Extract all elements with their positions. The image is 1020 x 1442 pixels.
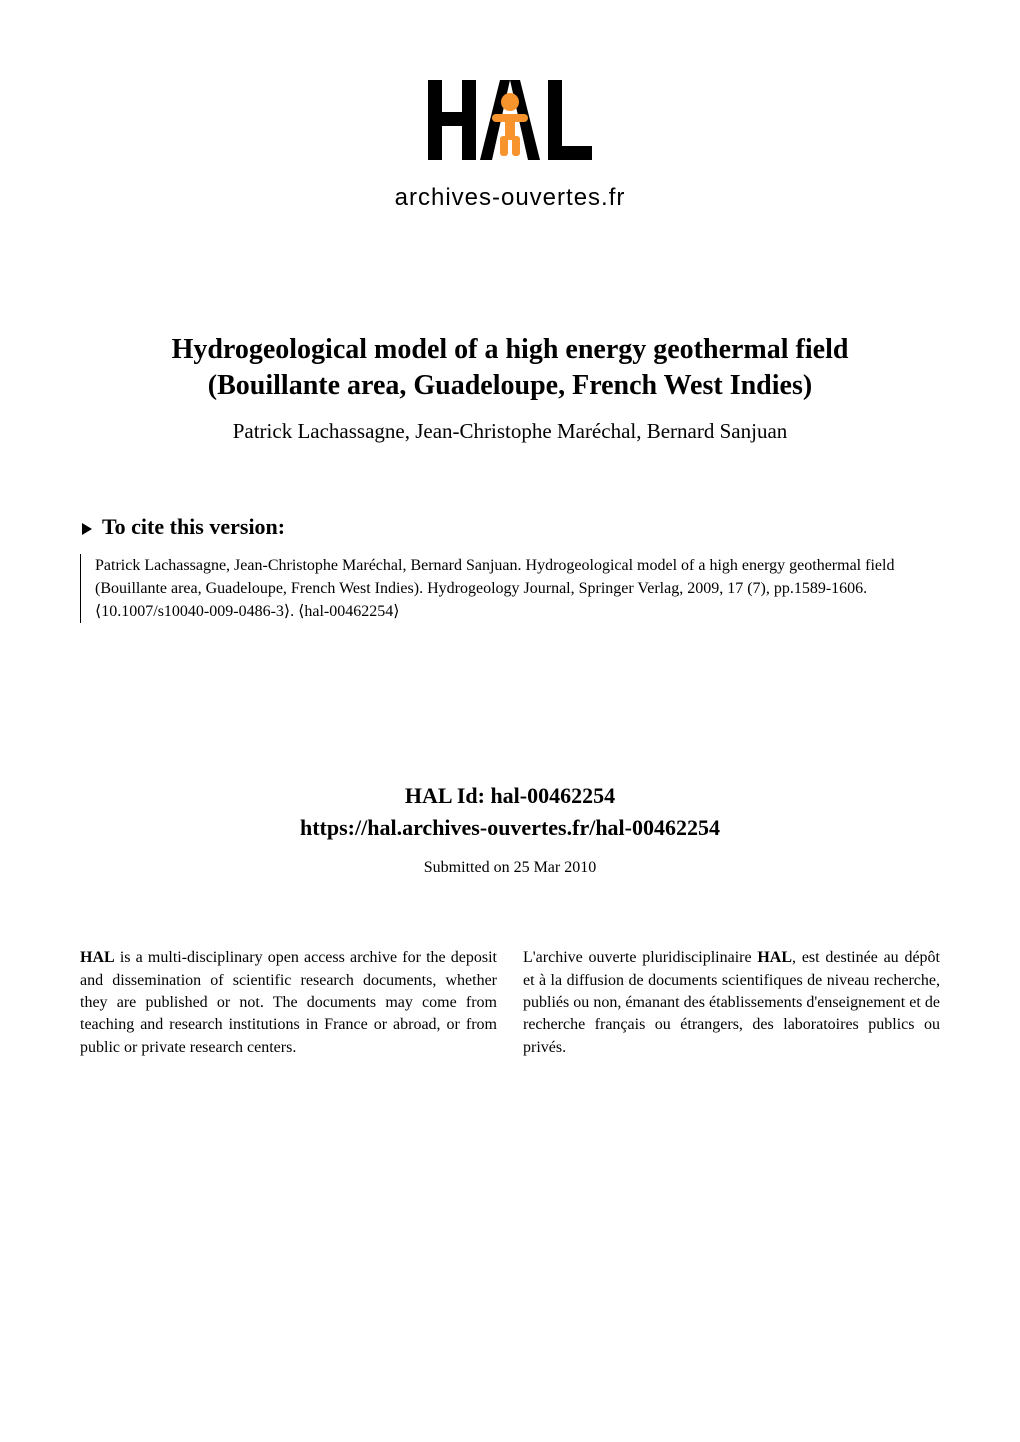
triangle-right-icon	[80, 516, 94, 542]
citation-text: Patrick Lachassagne, Jean-Christophe Mar…	[80, 554, 940, 624]
paper-authors: Patrick Lachassagne, Jean-Christophe Mar…	[80, 419, 940, 444]
title-line-2: (Bouillante area, Guadeloupe, French Wes…	[208, 370, 812, 401]
hal-logo-icon	[420, 70, 600, 180]
paper-title: Hydrogeological model of a high energy g…	[80, 332, 940, 405]
description-right: L'archive ouverte pluridisciplinaire HAL…	[523, 947, 940, 1059]
hal-logo-block: archives-ouvertes.fr	[80, 70, 940, 212]
cite-header-text: To cite this version:	[102, 514, 285, 539]
hal-id: HAL Id: hal-00462254	[80, 783, 940, 809]
left-rest: is a multi-disciplinary open access arch…	[80, 949, 497, 1056]
title-line-1: Hydrogeological model of a high energy g…	[172, 334, 849, 365]
description-left: HAL is a multi-disciplinary open access …	[80, 947, 497, 1059]
hal-logo: archives-ouvertes.fr	[395, 70, 626, 212]
left-lead: HAL	[80, 949, 115, 966]
hal-url: https://hal.archives-ouvertes.fr/hal-004…	[80, 815, 940, 841]
cite-header: To cite this version:	[80, 514, 940, 542]
right-lead: HAL	[757, 949, 792, 966]
logo-subtext: archives-ouvertes.fr	[395, 184, 626, 212]
description-columns: HAL is a multi-disciplinary open access …	[80, 947, 940, 1059]
submitted-date: Submitted on 25 Mar 2010	[80, 859, 940, 877]
right-pre: L'archive ouverte pluridisciplinaire	[523, 949, 757, 966]
